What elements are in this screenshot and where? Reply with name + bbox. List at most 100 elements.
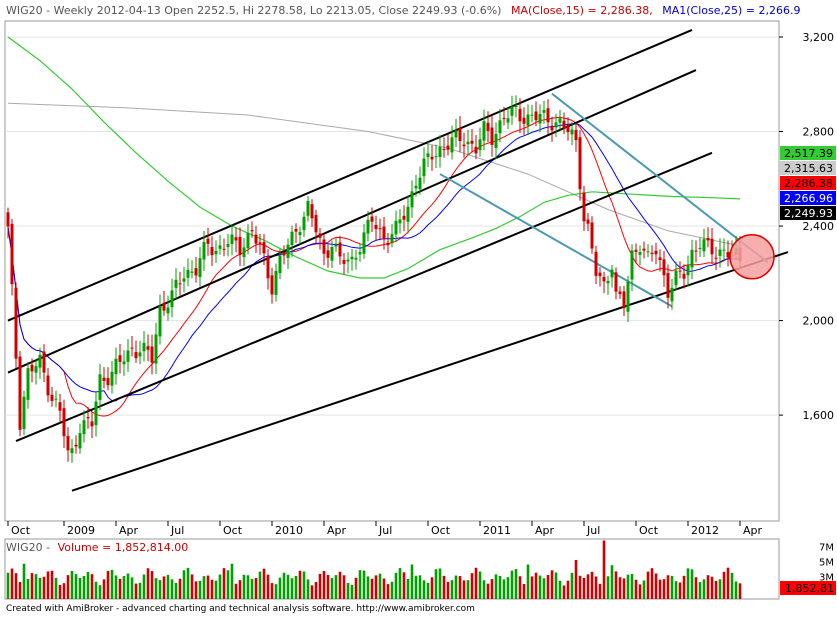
ma-25-line — [7, 122, 741, 402]
candle-body — [662, 259, 666, 276]
y-tick-label: 2,000 — [803, 315, 835, 328]
volume-bar — [502, 579, 506, 599]
candle-body — [594, 251, 598, 276]
candle-body — [98, 374, 102, 400]
candle-body — [702, 239, 706, 252]
candle — [410, 180, 414, 218]
x-tick-label: Oct — [639, 524, 659, 537]
candle — [58, 393, 62, 422]
volume-bar — [510, 570, 514, 599]
volume-bar — [626, 574, 630, 599]
candle — [306, 196, 310, 222]
volume-tick-label: 5M — [819, 558, 834, 569]
volume-bar — [630, 574, 634, 599]
candle-body — [342, 260, 346, 264]
candle-body — [202, 242, 206, 260]
volume-bar — [238, 580, 242, 599]
candle — [78, 423, 82, 454]
candle — [242, 238, 246, 267]
candle — [646, 244, 650, 258]
candle — [710, 227, 714, 264]
candle — [466, 129, 470, 156]
candle — [666, 264, 670, 309]
candle-body — [74, 444, 78, 447]
candle-body — [198, 258, 202, 278]
candle — [166, 295, 170, 321]
volume-bar — [94, 581, 98, 599]
candle — [290, 225, 294, 257]
x-tick-label: 2011 — [483, 524, 511, 537]
candle-body — [190, 271, 194, 273]
x-tick-label: 2012 — [691, 524, 719, 537]
candle — [498, 109, 502, 143]
candle — [450, 125, 454, 160]
trend-channel-line — [551, 92, 769, 264]
volume-bar — [498, 575, 502, 599]
candle-body — [390, 234, 394, 243]
candle — [638, 245, 642, 266]
volume-bar — [266, 574, 270, 599]
candle-body — [82, 420, 86, 435]
volume-bar — [242, 574, 246, 599]
candle-body — [238, 236, 242, 256]
candle — [46, 367, 50, 403]
candle — [662, 250, 666, 287]
candle-body — [162, 302, 166, 311]
candle-body — [346, 259, 350, 262]
volume-bar — [738, 583, 742, 599]
candle — [202, 230, 206, 271]
candle-body — [726, 251, 730, 258]
candle-body — [222, 248, 226, 250]
volume-bar — [302, 571, 306, 599]
candle — [578, 130, 582, 201]
volume-bar — [114, 575, 118, 599]
volume-bar — [330, 578, 334, 599]
volume-bar — [254, 578, 258, 599]
candle-body — [546, 108, 550, 123]
volume-bar — [486, 583, 490, 599]
candle — [334, 238, 338, 252]
candle — [114, 347, 118, 385]
candle — [174, 268, 178, 300]
candle-body — [274, 270, 278, 295]
candle — [262, 234, 266, 266]
volume-bar — [250, 579, 254, 599]
candle-body — [430, 156, 434, 160]
candle-body — [90, 421, 94, 427]
candle-body — [710, 238, 714, 255]
volume-bar — [406, 579, 410, 599]
candle — [718, 238, 722, 268]
candle — [630, 244, 634, 292]
candle — [318, 228, 322, 250]
candle — [70, 439, 74, 463]
volume-bar — [570, 572, 574, 599]
candle-body — [22, 396, 26, 430]
ma-15-line — [7, 116, 741, 417]
volume-bar — [670, 575, 674, 599]
candle-body — [358, 252, 362, 255]
x-tick-label: Oct — [11, 524, 31, 537]
candle — [206, 227, 210, 256]
candle-body — [418, 177, 422, 190]
candle — [258, 234, 262, 255]
volume-bar — [90, 574, 94, 599]
candle — [382, 216, 386, 250]
candle — [534, 101, 538, 127]
candle-body — [230, 234, 234, 245]
candle — [618, 286, 622, 299]
volume-bar — [666, 575, 670, 599]
volume-bar — [614, 571, 618, 599]
volume-bar — [18, 582, 22, 599]
volume-bar — [290, 578, 294, 599]
volume-bar — [134, 583, 138, 599]
volume-bar — [734, 581, 738, 599]
volume-bar — [258, 571, 262, 599]
volume-bar — [206, 575, 210, 599]
volume-bar — [178, 578, 182, 599]
volume-bar — [430, 577, 434, 599]
candle — [446, 133, 450, 156]
candle — [610, 264, 614, 288]
candle-body — [502, 118, 506, 120]
volume-bar — [110, 569, 114, 599]
candle-body — [642, 248, 646, 251]
